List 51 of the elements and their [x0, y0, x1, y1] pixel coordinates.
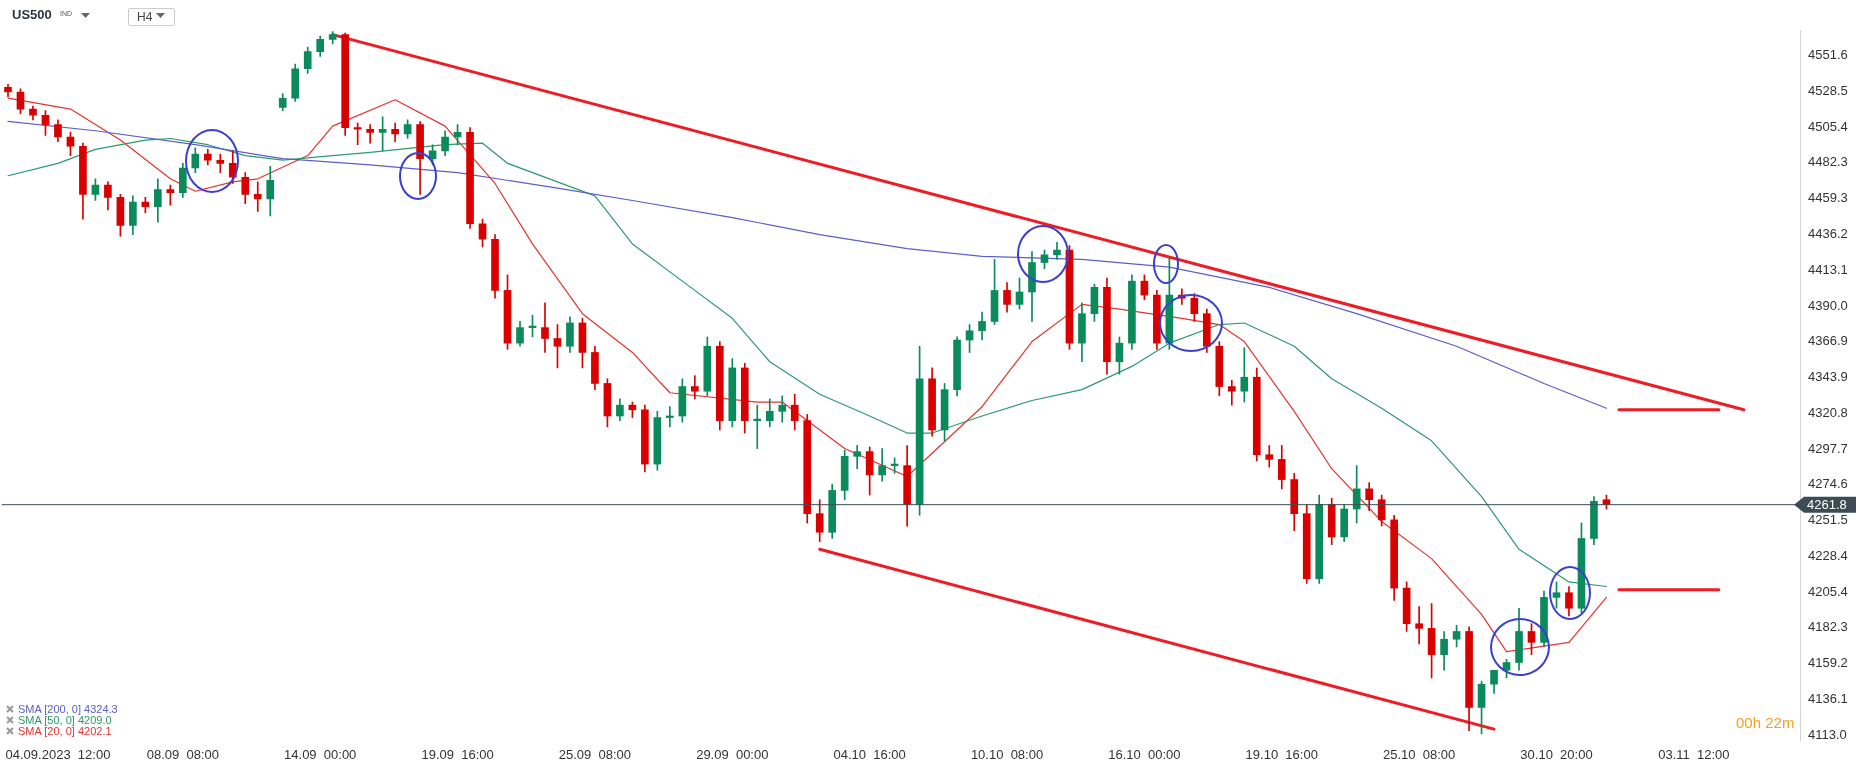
- y-tick-label: 4551.6: [1808, 47, 1848, 62]
- candlestick: [1415, 606, 1423, 645]
- chart-title: US500: [12, 7, 52, 22]
- text: SMA [20, 0] 4202.1: [18, 725, 112, 737]
- y-tick-label: 4251.5: [1808, 512, 1848, 528]
- y-tick-label: 4343.9: [1808, 368, 1848, 384]
- candlestick: [1053, 242, 1061, 260]
- x-tick-label: 10.10 08:00: [970, 747, 1044, 763]
- y-tick-label: 4136.1: [1808, 691, 1848, 707]
- text: SMA [50, 0] 4209.0: [18, 714, 112, 726]
- y-tick-label: 4159.2: [1808, 655, 1848, 671]
- y-tick-label: 4505.4: [1808, 118, 1848, 134]
- ref-line-label: 4261.8: [1807, 497, 1847, 513]
- y-tick-label: 4228.4: [1808, 548, 1848, 564]
- x-tick-label: 14.09 00:00: [284, 747, 357, 763]
- text: H4: [128, 8, 176, 26]
- x-tick-label: 29.09 00:00: [696, 747, 769, 763]
- y-tick-label: 4297.7: [1808, 440, 1848, 456]
- y-tick-label: 4390.0: [1808, 297, 1848, 313]
- annotation: 00h 22m: [1736, 714, 1795, 731]
- x-tick-label: 30.10 20:00: [1520, 747, 1593, 763]
- y-tick-label: 4413.1: [1808, 261, 1848, 277]
- x-tick-label: 25.10 08:00: [1382, 747, 1456, 763]
- y-tick-label: 4366.9: [1808, 333, 1848, 349]
- x-tick-label: 19.10 16:00: [1245, 747, 1318, 763]
- candlestick: [253, 181, 262, 212]
- x-tick-label: 03.11 12:00: [1658, 747, 1730, 763]
- y-tick-label: 4436.2: [1808, 225, 1848, 241]
- candlestick: [753, 404, 762, 449]
- y-tick-label: 4182.3: [1808, 619, 1848, 635]
- candlestick: [1227, 380, 1236, 406]
- y-tick-label: 4482.3: [1808, 154, 1848, 170]
- y-tick-label: 4205.4: [1808, 583, 1848, 599]
- x-tick-label: 04.10 16:00: [833, 747, 906, 763]
- candlestick: [691, 375, 699, 400]
- y-tick-label: 4528.5: [1808, 82, 1848, 98]
- candlestick: [666, 406, 674, 428]
- x-tick-label: 04.09.2023 12:00: [5, 747, 111, 763]
- x-tick-label: 08.09 08:00: [146, 747, 219, 763]
- y-tick-label: 4459.3: [1808, 190, 1848, 206]
- candlestick: [853, 445, 861, 470]
- x-tick-label: 16.10 00:00: [1108, 747, 1181, 763]
- text: SMA [200, 0] 4324.3: [18, 703, 118, 715]
- candlestick: [216, 153, 225, 173]
- x-tick-label: 19.09 16:00: [421, 747, 494, 763]
- x-tick-label: 25.09 08:00: [558, 747, 632, 763]
- y-tick-label: 4274.6: [1808, 476, 1848, 492]
- candlestick: [541, 302, 549, 353]
- y-tick-label: 4113.0: [1808, 726, 1847, 742]
- candlestick: [366, 124, 374, 144]
- y-tick-label: 4320.8: [1808, 404, 1848, 420]
